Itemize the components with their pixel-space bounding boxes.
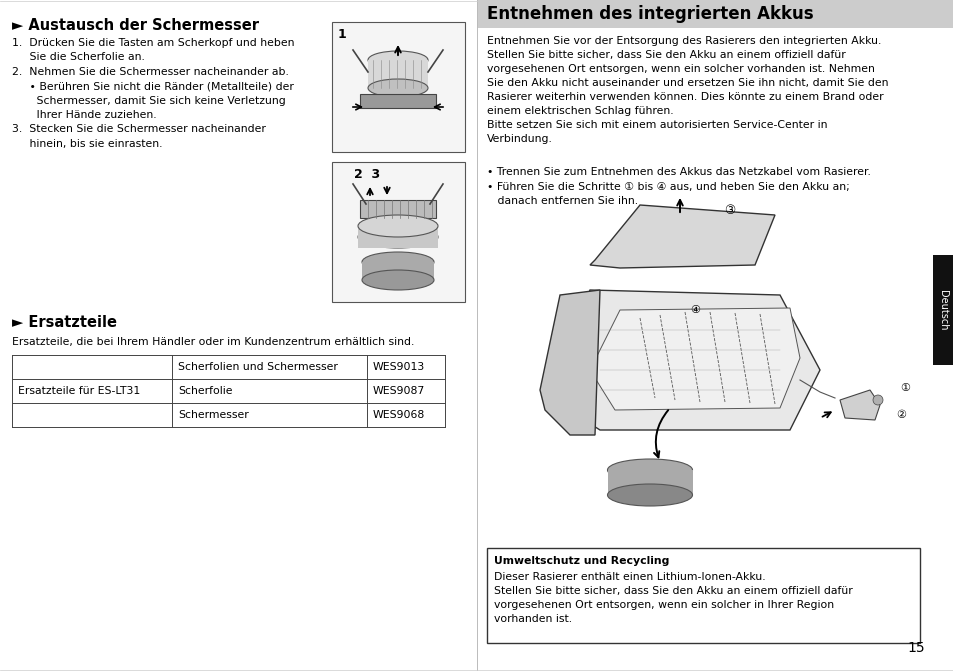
Text: WES9068: WES9068 <box>373 410 425 420</box>
Text: ①: ① <box>899 383 909 393</box>
Ellipse shape <box>361 270 434 290</box>
Polygon shape <box>589 205 774 268</box>
Text: Scherfolien und Schermesser: Scherfolien und Schermesser <box>178 362 337 372</box>
Text: ④: ④ <box>689 305 700 315</box>
Text: 2  3: 2 3 <box>354 168 379 181</box>
Text: Scherfolie: Scherfolie <box>178 386 233 396</box>
Polygon shape <box>544 290 820 430</box>
Ellipse shape <box>368 51 428 69</box>
Bar <box>359 94 436 108</box>
Text: ► Austausch der Schermesser: ► Austausch der Schermesser <box>12 18 258 33</box>
Bar <box>332 162 464 302</box>
Text: Entnehmen des integrierten Akkus: Entnehmen des integrierten Akkus <box>486 5 813 23</box>
Text: ► Ersatzteile: ► Ersatzteile <box>12 315 117 330</box>
Text: 1: 1 <box>337 28 346 41</box>
Polygon shape <box>589 308 800 410</box>
Text: 15: 15 <box>906 641 923 655</box>
Ellipse shape <box>607 484 692 506</box>
Text: Ersatzteile, die bei Ihrem Händler oder im Kundenzentrum erhältlich sind.: Ersatzteile, die bei Ihrem Händler oder … <box>12 337 414 347</box>
Text: Ersatzteile für ES-LT31: Ersatzteile für ES-LT31 <box>18 386 140 396</box>
Text: Entnehmen Sie vor der Entsorgung des Rasierers den integrierten Akku.
Stellen Si: Entnehmen Sie vor der Entsorgung des Ras… <box>486 36 887 144</box>
Text: ③: ③ <box>723 203 735 217</box>
Ellipse shape <box>368 79 428 97</box>
Bar <box>368 60 428 88</box>
Text: Deutsch: Deutsch <box>938 290 947 330</box>
Ellipse shape <box>357 226 437 248</box>
Ellipse shape <box>357 215 437 237</box>
Text: Dieser Rasierer enthält einen Lithium-Ionen-Akku.
Stellen Sie bitte sicher, dass: Dieser Rasierer enthält einen Lithium-Io… <box>494 572 852 624</box>
Bar <box>332 22 464 152</box>
Bar <box>476 0 953 28</box>
Ellipse shape <box>361 252 434 272</box>
Bar <box>932 255 953 365</box>
Ellipse shape <box>607 459 692 481</box>
Bar <box>486 548 919 643</box>
Polygon shape <box>539 290 599 435</box>
Text: Umweltschutz und Recycling: Umweltschutz und Recycling <box>494 556 669 566</box>
Text: • Trennen Sie zum Entnehmen des Akkus das Netzkabel vom Rasierer.: • Trennen Sie zum Entnehmen des Akkus da… <box>486 167 870 177</box>
Bar <box>359 200 436 218</box>
Polygon shape <box>840 390 879 420</box>
Text: Schermesser: Schermesser <box>178 410 249 420</box>
Bar <box>361 262 434 280</box>
Bar <box>357 226 437 248</box>
Text: • Führen Sie die Schritte ① bis ④ aus, und heben Sie den Akku an;
   danach entf: • Führen Sie die Schritte ① bis ④ aus, u… <box>486 182 849 206</box>
Ellipse shape <box>872 395 882 405</box>
Bar <box>607 470 692 495</box>
Text: ②: ② <box>895 410 905 420</box>
Text: 1.  Drücken Sie die Tasten am Scherkopf und heben
     Sie die Scherfolie an.
2.: 1. Drücken Sie die Tasten am Scherkopf u… <box>12 38 294 149</box>
Text: WES9013: WES9013 <box>373 362 425 372</box>
Text: WES9087: WES9087 <box>373 386 425 396</box>
